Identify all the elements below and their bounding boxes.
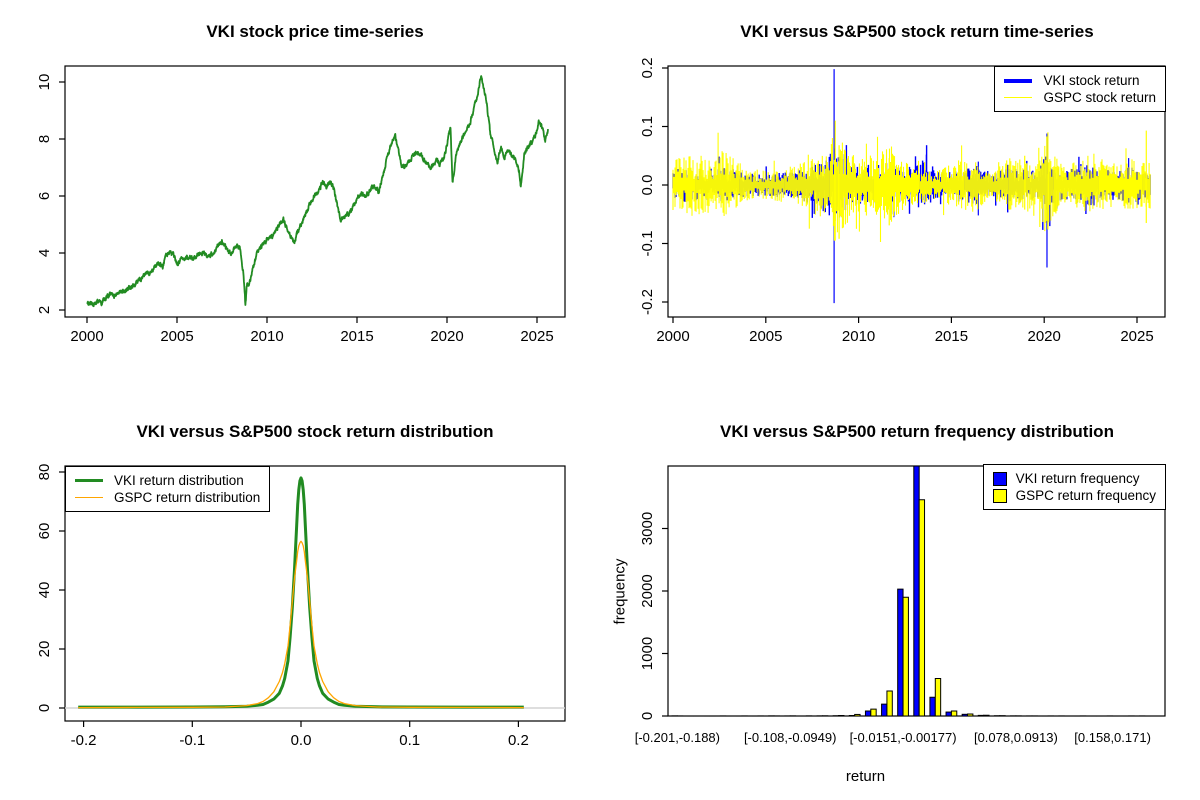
plot-frame — [64, 465, 566, 722]
legend-label: VKI return distribution — [114, 473, 244, 488]
legend-label: VKI return frequency — [1015, 471, 1140, 486]
x-tick-label: 2010 — [842, 328, 875, 345]
y-tick-label: 20 — [36, 641, 53, 658]
bin-label: [0.078,0.0913) — [974, 730, 1058, 745]
y-tick-label: 0.0 — [639, 175, 656, 196]
plot-frame — [667, 65, 1166, 318]
x-axis-label-return: return — [845, 768, 886, 785]
legend-histogram: VKI return frequency GSPC return frequen… — [982, 464, 1166, 510]
vki-density-line-swatch — [75, 478, 103, 483]
gspc-frequency-square-swatch — [992, 488, 1007, 503]
gspc-return-line-swatch — [1004, 96, 1033, 99]
y-tick-label: 40 — [36, 582, 53, 599]
bin-label: [0.158,0.171) — [1074, 730, 1151, 745]
plot-frame — [64, 65, 566, 318]
legend-row-gspc-density: GSPC return distribution — [75, 489, 260, 506]
y-tick-label: -0.2 — [639, 289, 656, 315]
bin-label: [-0.108,-0.0949) — [744, 730, 837, 745]
y-axis-label-frequency: frequency — [611, 558, 629, 625]
x-tick-label: 2005 — [749, 328, 782, 345]
x-tick-label: 2025 — [520, 328, 553, 345]
legend-row-vki-density: VKI return distribution — [75, 472, 260, 489]
x-tick-label: 2000 — [656, 328, 689, 345]
density-vki-curve — [78, 476, 524, 709]
y-tick-label: 10 — [36, 74, 53, 91]
x-tick-label: 2010 — [250, 328, 283, 345]
y-tick-label: 3000 — [639, 512, 656, 545]
bin-label: [-0.0151,-0.00177) — [850, 730, 957, 745]
gspc-density-line-swatch — [75, 496, 103, 499]
legend-row-vki-return: VKI stock return — [1004, 72, 1156, 89]
x-tick-label: 2025 — [1120, 328, 1153, 345]
legend-label: GSPC return frequency — [1015, 488, 1156, 503]
legend-row-gspc-frequency: GSPC return frequency — [992, 487, 1156, 504]
y-tick-label: 4 — [36, 249, 53, 257]
density-gspc-curve — [78, 540, 524, 709]
y-tick-label: -0.1 — [639, 231, 656, 257]
y-tick-label: 0.1 — [639, 116, 656, 137]
legend-label: GSPC stock return — [1043, 90, 1156, 105]
bin-label: [-0.201,-0.188) — [635, 730, 720, 745]
x-tick-label: 0.2 — [508, 732, 529, 749]
x-tick-label: 2005 — [160, 328, 193, 345]
legend-row-gspc-return: GSPC stock return — [1004, 89, 1156, 106]
y-tick-label: 1000 — [639, 637, 656, 670]
chart-title-returns: VKI versus S&P500 stock return time-seri… — [740, 22, 1094, 41]
x-tick-label: 2020 — [430, 328, 463, 345]
legend-returns: VKI stock return GSPC stock return — [994, 66, 1166, 112]
y-tick-label: 0 — [639, 712, 656, 720]
y-tick-label: 2 — [36, 306, 53, 314]
vki-return-line-swatch — [1004, 78, 1033, 83]
x-tick-label: -0.1 — [179, 732, 205, 749]
price-series-line — [86, 75, 549, 308]
chart-title-price: VKI stock price time-series — [206, 22, 424, 41]
chart-title-histogram: VKI versus S&P500 return frequency distr… — [720, 422, 1114, 441]
y-tick-label: 2000 — [639, 574, 656, 607]
legend-label: VKI stock return — [1043, 73, 1140, 88]
chart-title-density: VKI versus S&P500 stock return distribut… — [136, 422, 494, 441]
legend-density: VKI return distribution GSPC return dist… — [65, 466, 271, 512]
y-tick-label: 0.2 — [639, 58, 656, 79]
x-tick-label: 0.1 — [399, 732, 420, 749]
y-tick-label: 6 — [36, 192, 53, 200]
histogram-bars-gspc — [676, 499, 1151, 717]
x-tick-label: 2015 — [340, 328, 373, 345]
legend-label: GSPC return distribution — [114, 490, 261, 505]
returns-gspc-series — [672, 120, 1151, 242]
vki-frequency-square-swatch — [992, 471, 1007, 486]
x-tick-label: 2015 — [935, 328, 968, 345]
x-tick-label: 2020 — [1028, 328, 1061, 345]
x-tick-label: 2000 — [70, 328, 103, 345]
y-tick-label: 80 — [36, 464, 53, 481]
legend-row-vki-frequency: VKI return frequency — [992, 470, 1156, 487]
y-tick-label: 60 — [36, 523, 53, 540]
y-tick-label: 8 — [36, 135, 53, 143]
x-tick-label: -0.2 — [71, 732, 97, 749]
x-tick-label: 0.0 — [291, 732, 312, 749]
y-tick-label: 0 — [36, 704, 53, 712]
